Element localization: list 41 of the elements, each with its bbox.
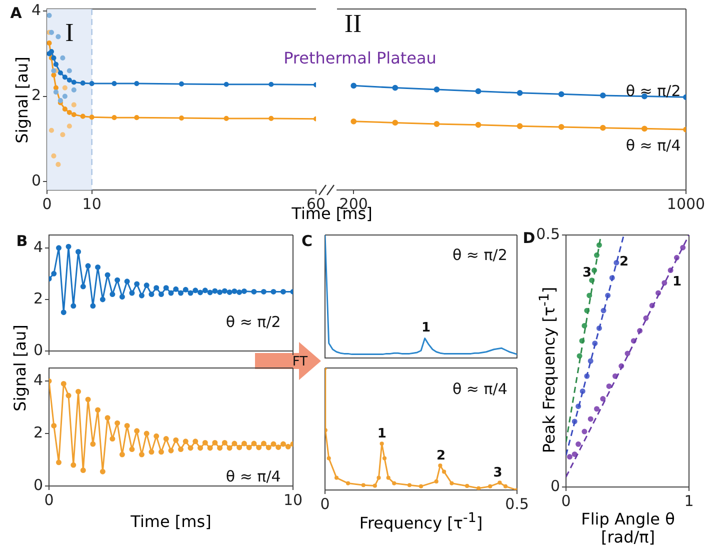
y-tick-label: 2	[33, 423, 43, 442]
text: θ ≈ π/2	[452, 246, 508, 264]
text: θ ≈ π/4	[452, 380, 508, 398]
x-axis-title: Time [ms]	[130, 512, 212, 532]
annotation: 2	[619, 254, 629, 270]
y-tick-label: 2	[33, 289, 43, 308]
x-tick-label: 1	[684, 492, 694, 510]
y-tick-label: 2	[31, 86, 41, 104]
y-tick-label: 0	[33, 476, 43, 494]
series-label: θ ≈ π/2	[626, 82, 681, 100]
annotation: 1	[672, 274, 682, 290]
y-tick-label: 0	[33, 340, 43, 359]
y-tick-label: 4	[33, 371, 43, 389]
series-label: θ ≈ π/2	[226, 313, 281, 332]
text: D	[522, 229, 536, 247]
annotation: Prethermal Plateau	[284, 48, 436, 68]
annotation: 1	[377, 426, 386, 442]
annotation: 3	[582, 266, 592, 280]
text: A	[10, 4, 22, 22]
y-tick-label: 4	[31, 1, 41, 20]
text: C	[301, 232, 313, 250]
x-tick-label: 0.5	[505, 494, 529, 513]
x-axis-title: Flip Angle θ [rad/π]	[580, 509, 676, 546]
y-axis-title: Signal [au]	[12, 56, 32, 144]
y-axis-title: Signal [au]	[10, 324, 30, 412]
x-tick-label: 10	[283, 490, 303, 509]
annotation: 3	[493, 466, 502, 481]
x-tick-label: 10	[82, 194, 102, 213]
x-tick-label: 1000	[666, 194, 706, 213]
x-axis-title: Frequency [τ$^{-1}$]	[359, 511, 483, 532]
band-label: I	[65, 18, 74, 47]
series-label: θ ≈ π/4	[226, 468, 281, 486]
y-tick-label: 4	[33, 238, 43, 256]
text: B	[16, 232, 28, 250]
annotation: II	[344, 9, 362, 39]
annotation: FT	[292, 354, 308, 370]
series-label: θ ≈ π/4	[626, 136, 681, 154]
annotation: 1	[421, 320, 431, 336]
x-tick-label: 0	[320, 494, 330, 513]
y-tick-label: 0	[31, 171, 41, 190]
annotation: 2	[436, 448, 446, 464]
